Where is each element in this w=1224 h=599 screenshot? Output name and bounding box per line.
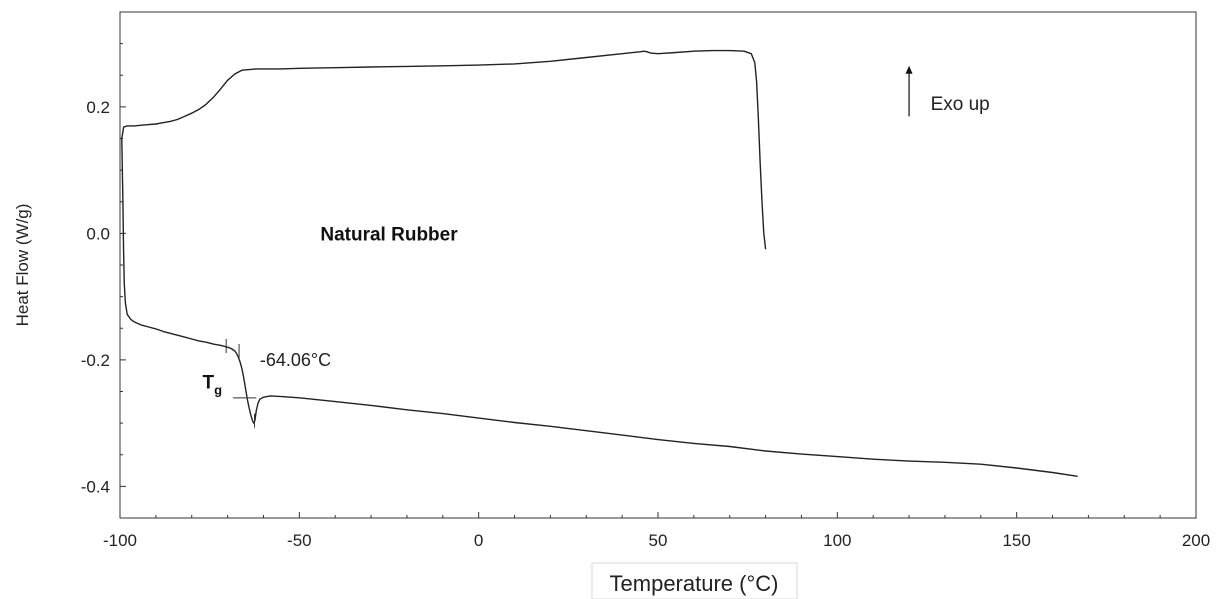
tg-value-label: -64.06°C	[260, 350, 331, 370]
tg-analysis-ticks	[225, 338, 255, 428]
x-tick-label: 100	[823, 531, 851, 550]
x-tick-label: 50	[649, 531, 668, 550]
sample-label: Natural Rubber	[320, 224, 458, 245]
tg-label-main: T	[202, 372, 214, 393]
x-tick-label: -100	[103, 531, 137, 550]
plot-frame	[119, 11, 1197, 519]
y-tick-label: 0.2	[86, 98, 110, 117]
tg-label-subscript: g	[214, 382, 222, 397]
series-layer	[121, 49, 1078, 477]
cooling-curve-line	[121, 49, 767, 250]
x-tick-label: 150	[1002, 531, 1030, 550]
y-tick-label: 0.0	[86, 224, 110, 243]
exo-up-arrowhead-icon	[905, 65, 913, 74]
x-tick-label: 0	[474, 531, 483, 550]
x-tick-label: 200	[1182, 531, 1210, 550]
annotation-layer: Natural Rubber Exo up Tg -64.06°C	[202, 65, 990, 428]
x-axis: -100 -50 0 50 100 150 200	[103, 512, 1210, 550]
x-axis-title-box	[591, 562, 798, 599]
x-tick-label: -50	[287, 531, 312, 550]
y-axis: -0.4 -0.2 0.0 0.2	[81, 11, 126, 519]
x-axis-title: Temperature (°C)	[610, 571, 779, 596]
exo-up-label: Exo up	[931, 94, 990, 115]
y-tick-label: -0.2	[81, 351, 110, 370]
y-axis-title: Heat Flow (W/g)	[13, 204, 32, 327]
y-tick-label: -0.4	[81, 477, 110, 496]
tg-label: Tg	[202, 372, 222, 397]
heating-curve-line	[121, 138, 1078, 477]
